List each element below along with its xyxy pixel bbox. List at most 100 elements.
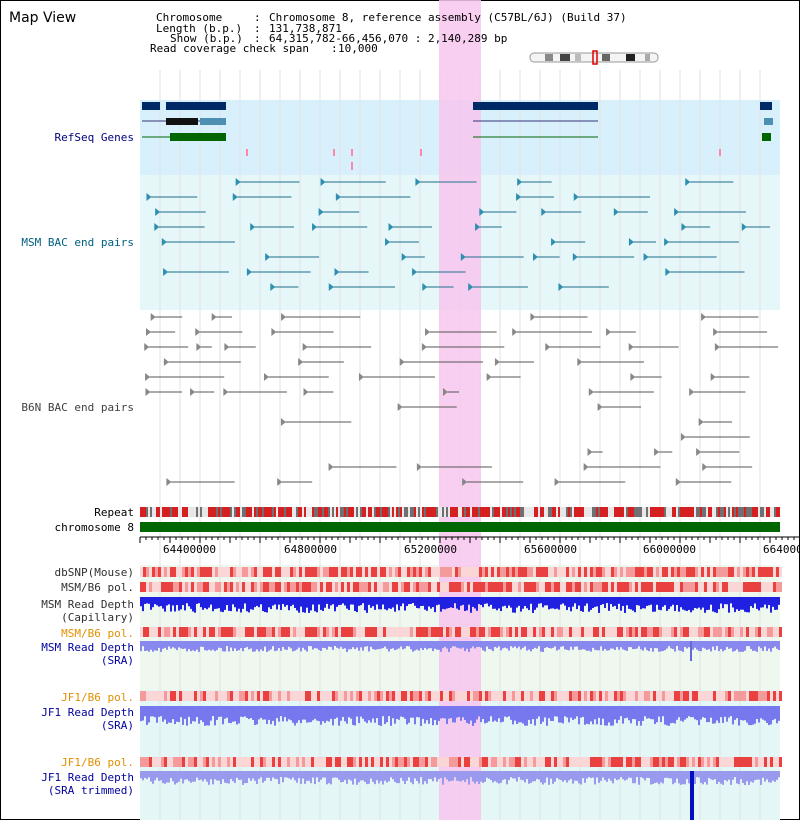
track-label-jf1-b6-pol-2[interactable]: JF1/B6 pol. — [61, 756, 134, 769]
read-depth-bar — [524, 706, 526, 726]
track-label-repeat[interactable]: Repeat — [94, 506, 134, 519]
read-depth-bar — [278, 597, 280, 605]
read-depth-bar — [520, 771, 522, 780]
b6n-end-marker — [583, 463, 589, 471]
repeat-segment — [350, 507, 352, 517]
read-depth-bar — [274, 706, 276, 726]
read-depth-bar — [464, 771, 466, 782]
polymorphism-cell — [494, 582, 497, 592]
repeat-segment — [444, 507, 446, 517]
read-depth-bar — [430, 771, 432, 780]
read-depth-bar — [640, 597, 642, 610]
polymorphism-cell — [371, 757, 374, 767]
polymorphism-cell — [602, 627, 605, 637]
polymorphism-cell — [266, 757, 269, 767]
polymorphism-cell — [755, 691, 758, 701]
read-depth-bar — [558, 706, 560, 723]
polymorphism-cell — [767, 567, 770, 577]
read-depth-bar — [748, 706, 750, 726]
polymorphism-cell — [170, 567, 173, 577]
read-depth-bar — [726, 641, 728, 647]
polymorphism-cell — [353, 691, 356, 701]
polymorphism-cell — [167, 567, 170, 577]
track-label-jf1-depth-trim[interactable]: JF1 Read Depth — [41, 771, 134, 784]
read-depth-bar — [422, 641, 424, 650]
read-depth-bar — [516, 597, 518, 608]
read-depth-bar — [366, 597, 368, 613]
read-depth-bar — [142, 706, 144, 721]
read-depth-bar — [450, 641, 452, 648]
repeat-segment — [484, 507, 486, 517]
read-depth-bar — [626, 771, 628, 780]
polymorphism-cell — [758, 582, 761, 592]
polymorphism-cell — [146, 567, 149, 577]
track-label-msm-bac[interactable]: MSM BAC end pairs — [21, 236, 134, 249]
polymorphism-cell — [533, 582, 536, 592]
polymorphism-cell — [638, 691, 641, 701]
repeat-segment — [584, 507, 586, 517]
polymorphism-cell — [680, 757, 683, 767]
track-label-msm-depth-sra[interactable]: MSM Read Depth — [41, 641, 134, 654]
read-depth-bar — [394, 771, 396, 782]
polymorphism-cell — [146, 691, 149, 701]
polymorphism-cell — [209, 757, 212, 767]
track-label-msm-b6-pol-1[interactable]: MSM/B6 pol. — [61, 581, 134, 594]
bac-end-marker — [681, 223, 687, 231]
polymorphism-cell — [371, 567, 374, 577]
polymorphism-cell — [599, 582, 602, 592]
read-depth-bar — [682, 706, 684, 722]
repeat-segment — [520, 507, 522, 517]
track-label-jf1-depth-sra[interactable]: JF1 Read Depth — [41, 706, 134, 719]
read-depth-bar — [656, 706, 658, 723]
track-label-jf1-b6-pol-1[interactable]: JF1/B6 pol. — [61, 691, 134, 704]
read-depth-bar — [140, 597, 142, 607]
polymorphism-cell — [356, 582, 359, 592]
polymorphism-cell — [758, 627, 761, 637]
polymorphism-cell — [305, 691, 308, 701]
repeat-segment — [624, 507, 626, 517]
polymorphism-cell — [146, 582, 149, 592]
repeat-segment — [776, 507, 778, 517]
track-label-refseq[interactable]: RefSeq Genes — [54, 131, 134, 144]
track-label-b6n-bac[interactable]: B6N BAC end pairs — [21, 401, 134, 414]
read-depth-bar — [358, 706, 360, 724]
polymorphism-cell — [224, 691, 227, 701]
polymorphism-cell — [443, 582, 446, 592]
read-depth-bar — [250, 771, 252, 781]
polymorphism-cell — [173, 627, 176, 637]
track-label-dbsnp[interactable]: dbSNP(Mouse) — [54, 566, 134, 579]
polymorphism-cell — [212, 627, 215, 637]
polymorphism-cell — [251, 567, 254, 577]
repeat-segment — [382, 507, 384, 517]
chromosome-colon: : — [254, 11, 261, 24]
b6n-end-marker — [587, 448, 593, 456]
read-depth-bar — [714, 771, 716, 780]
read-depth-bar — [622, 641, 624, 650]
track-label-msm-depth-cap[interactable]: MSM Read Depth — [41, 598, 134, 611]
track-label-msm-b6-pol-2[interactable]: MSM/B6 pol. — [61, 627, 134, 640]
read-depth-bar — [332, 641, 334, 650]
read-depth-bar — [754, 641, 756, 651]
repeat-segment — [642, 507, 644, 517]
polymorphism-cell — [170, 582, 173, 592]
polymorphism-cell — [257, 567, 260, 577]
polymorphism-cell — [380, 691, 383, 701]
read-depth-bar — [690, 706, 692, 718]
read-depth-bar — [740, 597, 742, 610]
read-depth-bar — [260, 706, 262, 718]
polymorphism-cell — [176, 691, 179, 701]
read-depth-bar — [630, 706, 632, 724]
polymorphism-cell — [395, 627, 398, 637]
read-depth-bar — [364, 597, 366, 611]
read-depth-bar — [468, 706, 470, 724]
read-depth-bar — [198, 771, 200, 781]
polymorphism-cell — [776, 567, 779, 577]
read-depth-bar — [316, 706, 318, 721]
read-depth-bar — [156, 706, 158, 723]
polymorphism-cell — [290, 582, 293, 592]
bac-end-marker — [250, 223, 256, 231]
read-depth-bar — [382, 706, 384, 717]
polymorphism-cell — [164, 567, 167, 577]
repeat-segment — [572, 507, 574, 517]
